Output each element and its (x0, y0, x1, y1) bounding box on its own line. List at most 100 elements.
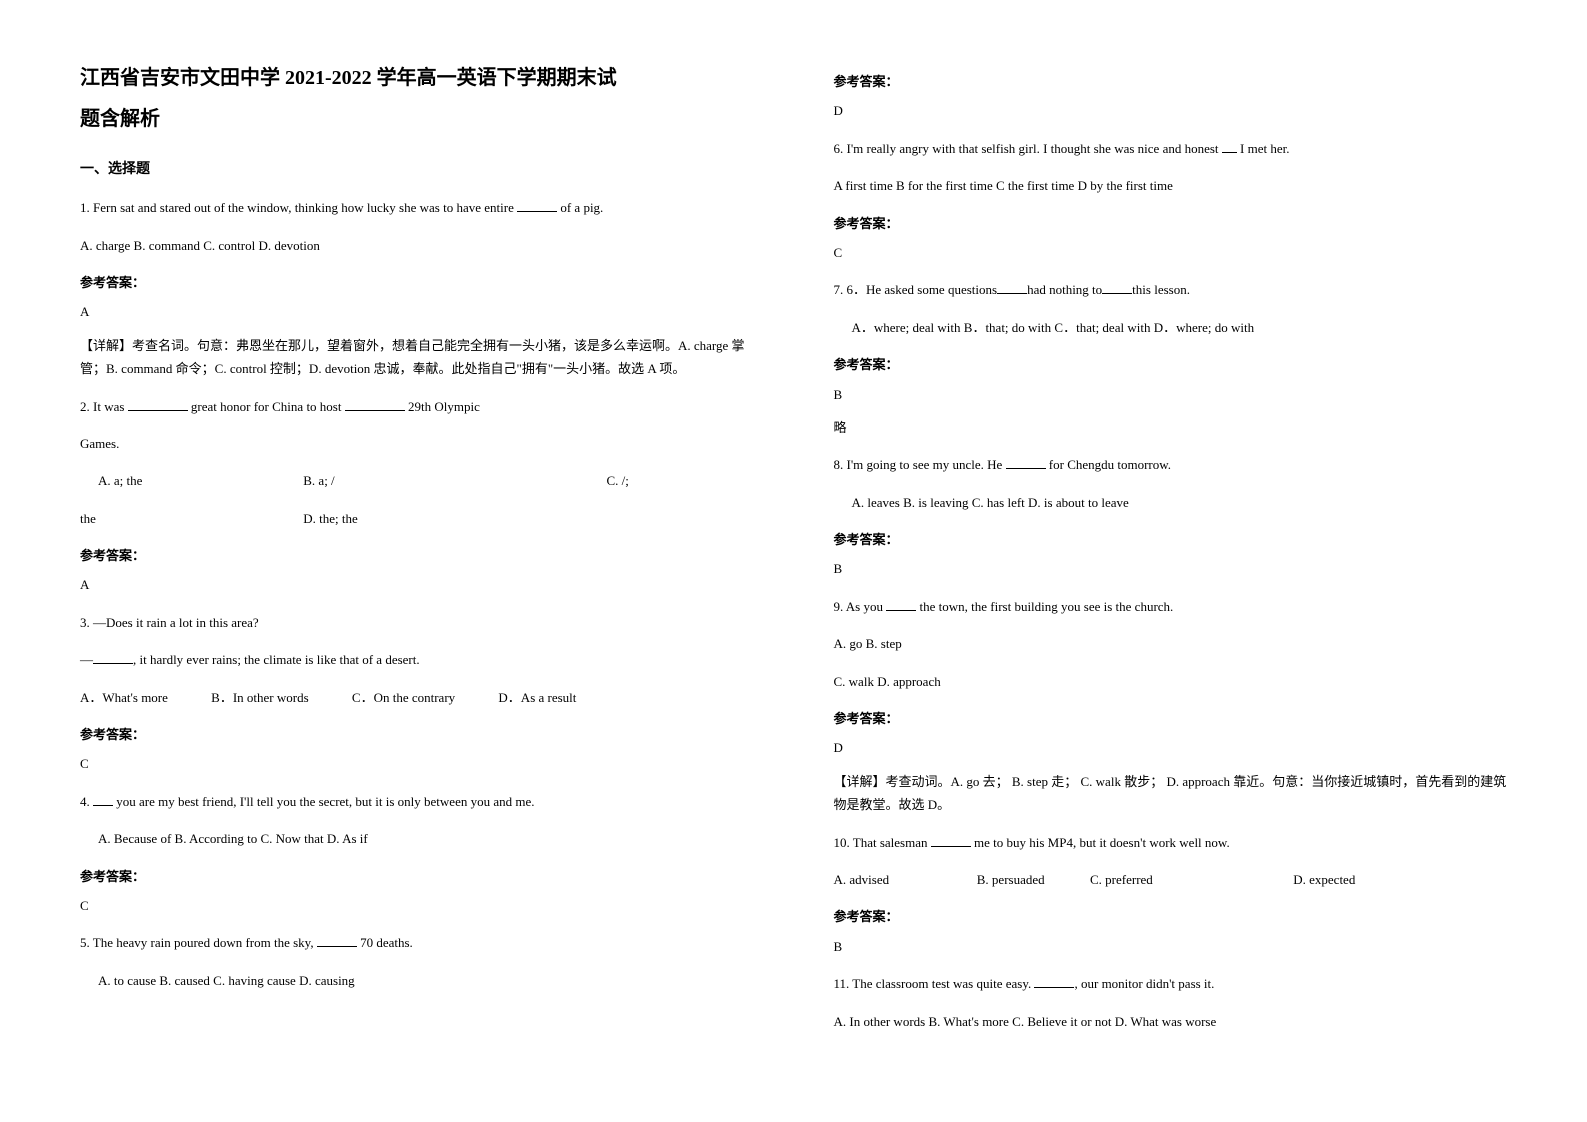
q4-options: A. Because of B. According to C. Now tha… (80, 827, 754, 850)
q11-stem-b: , our monitor didn't pass it. (1074, 976, 1214, 991)
blank-icon (886, 598, 916, 611)
q1-options: A. charge B. command C. control D. devot… (80, 234, 754, 257)
blank-icon (1102, 281, 1132, 294)
question-8: 8. I'm going to see my uncle. He for Che… (834, 453, 1508, 476)
q1-explanation: 【详解】考查名词。句意：弗恩坐在那儿，望着窗外，想着自己能完全拥有一头小猪，该是… (80, 334, 754, 381)
q3-opt-d: D．As a result (498, 686, 576, 709)
question-5: 5. The heavy rain poured down from the s… (80, 931, 754, 954)
q9-stem-b: the town, the first building you see is … (916, 599, 1173, 614)
q2-opt-c: C. /; (607, 469, 629, 492)
q2-options-row2: the D. the; the (80, 507, 754, 530)
q1-stem-b: of a pig. (557, 200, 603, 215)
q2-stem-line2: Games. (80, 432, 754, 455)
answer-label: 参考答案： (834, 528, 1508, 551)
q10-stem-a: 10. That salesman (834, 835, 931, 850)
question-10: 10. That salesman me to buy his MP4, but… (834, 831, 1508, 854)
q10-answer: B (834, 935, 1508, 958)
q9-answer: D (834, 736, 1508, 759)
q10-options: A. advised B. persuaded C. preferred D. … (834, 868, 1508, 891)
q3-line2b: , it hardly ever rains; the climate is l… (133, 652, 420, 667)
answer-label: 参考答案： (834, 707, 1508, 730)
question-4: 4. you are my best friend, I'll tell you… (80, 790, 754, 813)
blank-icon (345, 398, 405, 411)
q1-stem-a: 1. Fern sat and stared out of the window… (80, 200, 517, 215)
question-6: 6. I'm really angry with that selfish gi… (834, 137, 1508, 160)
q2-opt-d: D. the; the (303, 511, 358, 526)
q10-opt-c: C. preferred (1090, 868, 1270, 891)
q2-opt-b: B. a; / (303, 469, 563, 492)
omit-text: 略 (834, 416, 1508, 439)
question-11: 11. The classroom test was quite easy. ,… (834, 972, 1508, 995)
q11-stem-a: 11. The classroom test was quite easy. (834, 976, 1035, 991)
page-container: 江西省吉安市文田中学 2021-2022 学年高一英语下学期期末试 题含解析 一… (80, 60, 1507, 1047)
q8-options: A. leaves B. is leaving C. has left D. i… (834, 491, 1508, 514)
q9-stem-a: 9. As you (834, 599, 887, 614)
q10-stem-b: me to buy his MP4, but it doesn't work w… (971, 835, 1230, 850)
blank-icon (1034, 975, 1074, 988)
q1-answer: A (80, 300, 754, 323)
blank-icon (128, 398, 188, 411)
q6-options: A first time B for the first time C the … (834, 174, 1508, 197)
q2-opt-c-line2: the (80, 507, 300, 530)
q6-stem-a: 6. I'm really angry with that selfish gi… (834, 141, 1222, 156)
question-2: 2. It was great honor for China to host … (80, 395, 754, 418)
q11-options: A. In other words B. What's more C. Beli… (834, 1010, 1508, 1033)
q3-answer: C (80, 752, 754, 775)
document-title-line2: 题含解析 (80, 101, 754, 137)
document-title-line1: 江西省吉安市文田中学 2021-2022 学年高一英语下学期期末试 (80, 60, 754, 96)
answer-label: 参考答案： (834, 70, 1508, 93)
question-9: 9. As you the town, the first building y… (834, 595, 1508, 618)
section-heading-1: 一、选择题 (80, 157, 754, 182)
blank-icon (1222, 140, 1237, 153)
q6-answer: C (834, 241, 1508, 264)
q5-stem-b: 70 deaths. (357, 935, 413, 950)
q5-answer: D (834, 99, 1508, 122)
q8-answer: B (834, 557, 1508, 580)
q2-stem-b: great honor for China to host (188, 399, 345, 414)
q10-opt-a: A. advised (834, 868, 954, 891)
right-column: 参考答案： D 6. I'm really angry with that se… (834, 60, 1508, 1047)
q3-line2a: — (80, 652, 93, 667)
blank-icon (317, 934, 357, 947)
q10-opt-b: B. persuaded (977, 868, 1077, 891)
q2-options-row1: A. a; the B. a; / C. /; (80, 469, 754, 492)
blank-icon (517, 199, 557, 212)
q5-stem-a: 5. The heavy rain poured down from the s… (80, 935, 317, 950)
blank-icon (93, 651, 133, 664)
answer-label: 参考答案： (80, 271, 754, 294)
q2-opt-a: A. a; the (80, 469, 260, 492)
blank-icon (1006, 456, 1046, 469)
q7-stem-c: this lesson. (1132, 282, 1190, 297)
q3-opt-b: B．In other words (211, 686, 309, 709)
answer-label: 参考答案： (834, 212, 1508, 235)
q2-stem-a: 2. It was (80, 399, 128, 414)
blank-icon (93, 793, 113, 806)
q7-stem-b: had nothing to (1027, 282, 1102, 297)
q4-stem-b: you are my best friend, I'll tell you th… (113, 794, 534, 809)
blank-icon (931, 834, 971, 847)
q7-stem-a: 7. 6．He asked some questions (834, 282, 998, 297)
q10-opt-d: D. expected (1293, 868, 1355, 891)
q2-answer: A (80, 573, 754, 596)
q3-options: A．What's more B．In other words C．On the … (80, 686, 754, 709)
q6-stem-b: I met her. (1237, 141, 1290, 156)
q9-options-line2: C. walk D. approach (834, 670, 1508, 693)
q2-stem-c: 29th Olympic (405, 399, 480, 414)
blank-icon (997, 281, 1027, 294)
answer-label: 参考答案： (834, 353, 1508, 376)
q9-options-line1: A. go B. step (834, 632, 1508, 655)
q5-options: A. to cause B. caused C. having cause D.… (80, 969, 754, 992)
q7-options: A．where; deal with B．that; do with C．tha… (834, 316, 1508, 339)
q4-stem-a: 4. (80, 794, 93, 809)
answer-label: 参考答案： (80, 865, 754, 888)
q8-stem-a: 8. I'm going to see my uncle. He (834, 457, 1006, 472)
q3-opt-a: A．What's more (80, 686, 168, 709)
q9-explanation: 【详解】考查动词。A. go 去； B. step 走； C. walk 散步；… (834, 770, 1508, 817)
question-3-line2: — , it hardly ever rains; the climate is … (80, 648, 754, 671)
q4-answer: C (80, 894, 754, 917)
question-7: 7. 6．He asked some questions had nothing … (834, 278, 1508, 301)
left-column: 江西省吉安市文田中学 2021-2022 学年高一英语下学期期末试 题含解析 一… (80, 60, 754, 1047)
answer-label: 参考答案： (80, 723, 754, 746)
q3-opt-c: C．On the contrary (352, 686, 455, 709)
answer-label: 参考答案： (834, 905, 1508, 928)
